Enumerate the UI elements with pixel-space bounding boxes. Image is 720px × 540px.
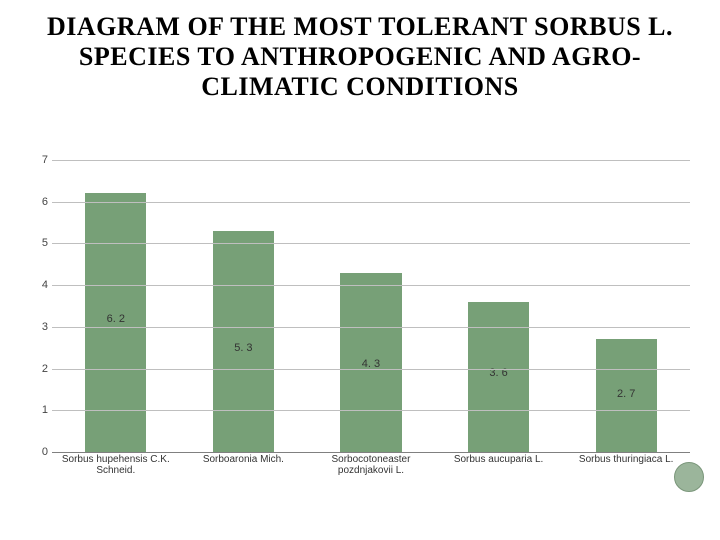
y-tick-label: 7 [30, 154, 48, 166]
decorative-dot [674, 462, 704, 492]
bar-slot: 6. 2 [52, 160, 180, 452]
bar-value-label: 6. 2 [52, 313, 180, 325]
bar-slot: 2. 7 [562, 160, 690, 452]
y-tick-label: 1 [30, 404, 48, 416]
grid-line [52, 202, 690, 203]
y-tick-label: 6 [30, 196, 48, 208]
x-axis-label: Sorbus hupehensis C.K. Schneid. [52, 452, 180, 486]
bar-slot: 3. 6 [435, 160, 563, 452]
bars-container: 6. 2 5. 34. 33. 62. 7 [52, 160, 690, 452]
bar-value-label: 2. 7 [562, 388, 690, 400]
x-axis-label: Sorbus thuringiaca L. [562, 452, 690, 486]
slide-root: DIAGRAM OF THE MOST TOLERANT SORBUS L. S… [0, 0, 720, 540]
x-axis-label: Sorbus aucuparia L. [435, 452, 563, 486]
y-tick-label: 2 [30, 363, 48, 375]
y-tick-label: 5 [30, 237, 48, 249]
x-axis-label: Sorbocotoneaster pozdnjakovii L. [307, 452, 435, 486]
y-tick-label: 0 [30, 446, 48, 458]
tolerance-bar-chart: 6. 25. 34. 33. 62. 7 01234567 Sorbus hup… [30, 160, 690, 486]
grid-line [52, 160, 690, 161]
y-tick-label: 3 [30, 321, 48, 333]
grid-line [52, 243, 690, 244]
grid-line [52, 285, 690, 286]
bar-slot: 5. 3 [180, 160, 308, 452]
y-tick-label: 4 [30, 279, 48, 291]
grid-line [52, 410, 690, 411]
bar-slot: 4. 3 [307, 160, 435, 452]
bar-value-label: 5. 3 [180, 342, 308, 354]
x-axis-labels: Sorbus hupehensis C.K. Schneid.Sorboaron… [52, 452, 690, 486]
x-axis-label: Sorboaronia Mich. [180, 452, 308, 486]
grid-line [52, 327, 690, 328]
plot-area: 6. 25. 34. 33. 62. 7 01234567 [52, 160, 690, 452]
slide-title: DIAGRAM OF THE MOST TOLERANT SORBUS L. S… [20, 12, 700, 102]
grid-line [52, 369, 690, 370]
